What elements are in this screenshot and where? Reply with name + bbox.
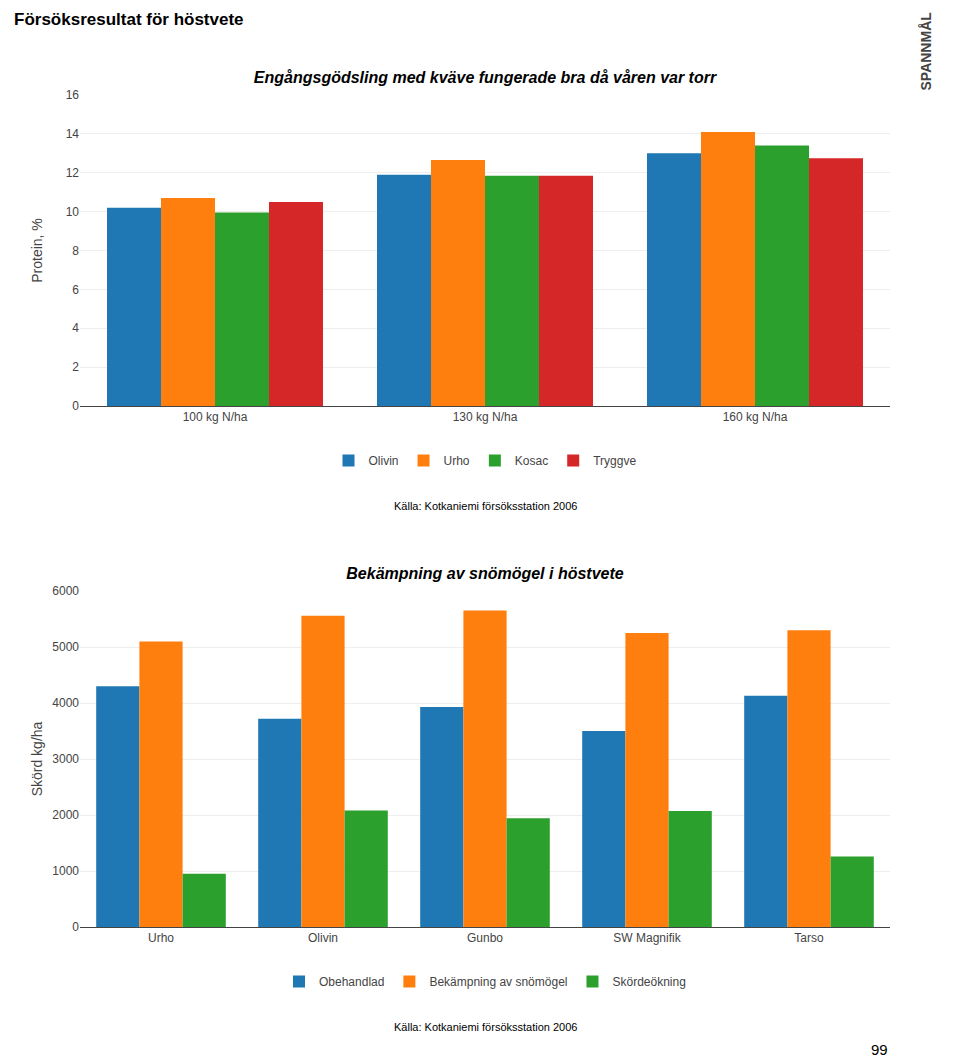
svg-text:Försöksresultat för höstvete: Försöksresultat för höstvete <box>14 10 244 29</box>
svg-text:3000: 3000 <box>52 752 79 766</box>
svg-text:0: 0 <box>72 399 79 413</box>
svg-text:14: 14 <box>66 127 80 141</box>
svg-text:4000: 4000 <box>52 696 79 710</box>
svg-text:0: 0 <box>72 920 79 934</box>
svg-text:Tryggve: Tryggve <box>593 454 636 468</box>
svg-text:Obehandlad: Obehandlad <box>319 975 384 989</box>
svg-text:Gunbo: Gunbo <box>467 931 503 945</box>
svg-text:1000: 1000 <box>52 864 79 878</box>
svg-text:130 kg N/ha: 130 kg N/ha <box>453 410 518 424</box>
svg-text:6000: 6000 <box>52 584 79 598</box>
svg-text:6: 6 <box>72 283 79 297</box>
svg-text:4: 4 <box>72 321 79 335</box>
svg-text:SPANNMÅL: SPANNMÅL <box>918 12 934 91</box>
svg-text:Urho: Urho <box>148 931 174 945</box>
svg-text:8: 8 <box>72 244 79 258</box>
svg-text:Skörd kg/ha: Skörd kg/ha <box>29 721 45 796</box>
svg-text:Olivin: Olivin <box>308 931 338 945</box>
svg-text:16: 16 <box>66 88 80 102</box>
svg-text:10: 10 <box>66 205 80 219</box>
svg-text:Urho: Urho <box>444 454 470 468</box>
svg-text:2000: 2000 <box>52 808 79 822</box>
svg-text:5000: 5000 <box>52 640 79 654</box>
svg-text:160 kg N/ha: 160 kg N/ha <box>723 410 788 424</box>
svg-text:2: 2 <box>72 360 79 374</box>
svg-text:Olivin: Olivin <box>369 454 399 468</box>
svg-text:100 kg N/ha: 100 kg N/ha <box>183 410 248 424</box>
svg-text:Källa: Kotkaniemi försöksstati: Källa: Kotkaniemi försöksstation 2006 <box>394 500 577 512</box>
svg-text:Engångsgödsling med kväve fung: Engångsgödsling med kväve fungerade bra … <box>254 69 717 86</box>
svg-text:Tarso: Tarso <box>794 931 824 945</box>
svg-text:Källa: Kotkaniemi försöksstati: Källa: Kotkaniemi försöksstation 2006 <box>394 1021 577 1033</box>
svg-text:SW Magnifik: SW Magnifik <box>613 931 681 945</box>
svg-text:Kosac: Kosac <box>515 454 548 468</box>
svg-text:Bekämpning av snömögel: Bekämpning av snömögel <box>429 975 567 989</box>
svg-text:Skördeökning: Skördeökning <box>612 975 685 989</box>
svg-text:12: 12 <box>66 166 80 180</box>
svg-text:99: 99 <box>871 1041 888 1058</box>
svg-text:Bekämpning av snömögel i höstv: Bekämpning av snömögel i höstvete <box>346 565 624 582</box>
svg-text:Protein, %: Protein, % <box>29 218 45 283</box>
